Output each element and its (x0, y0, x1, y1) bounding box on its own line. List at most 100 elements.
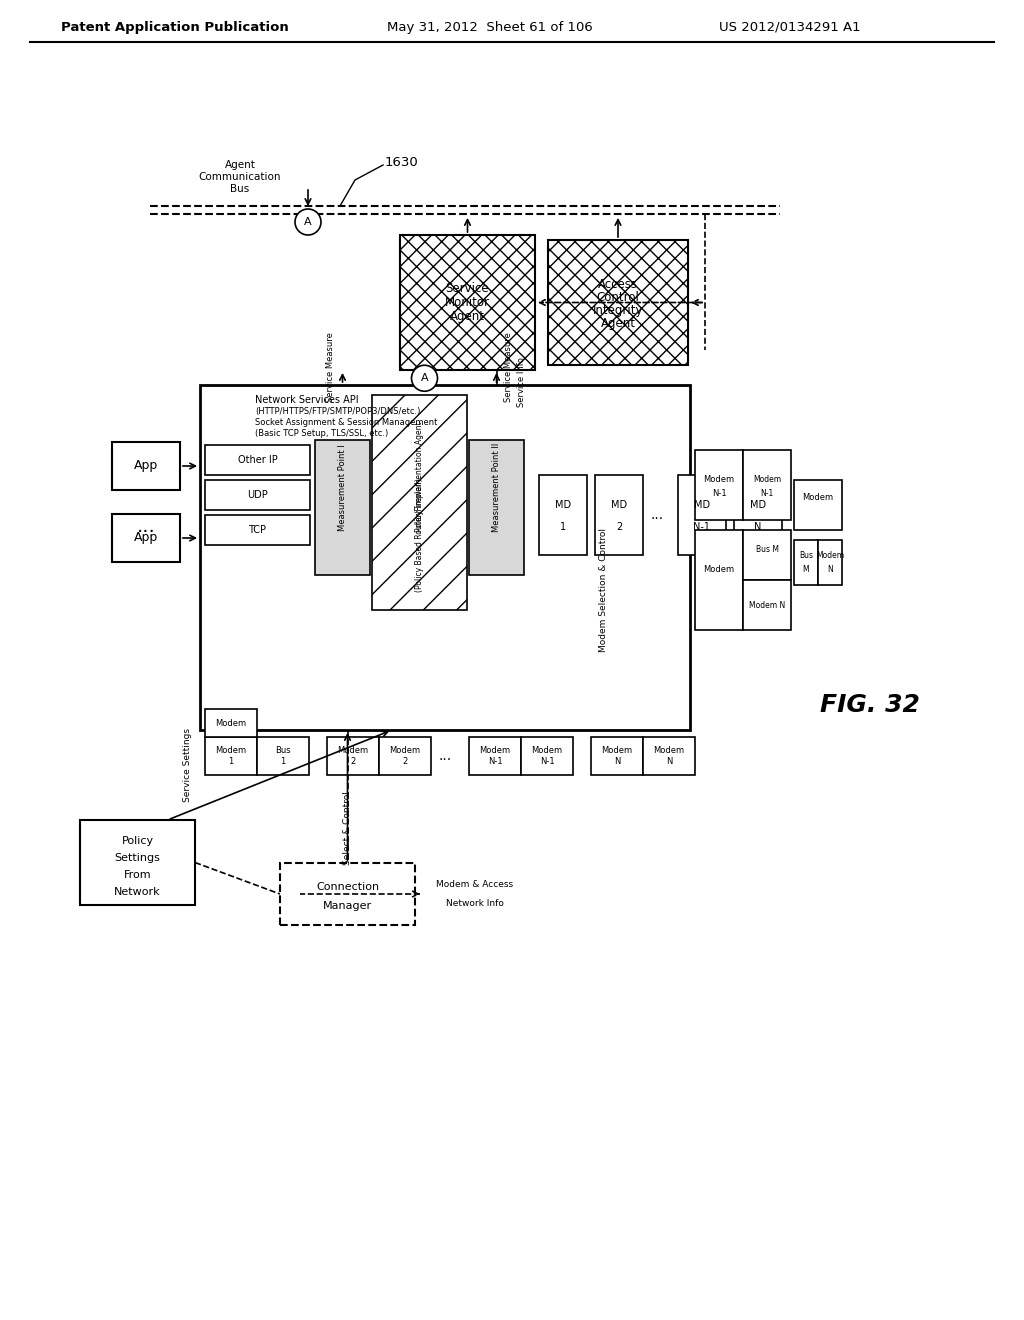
Bar (205, 737, 257, 775)
Bar (695, 531, 743, 630)
Text: Connection: Connection (316, 882, 379, 891)
Text: A: A (304, 216, 312, 227)
Text: MD: MD (611, 500, 627, 511)
Bar (743, 531, 791, 579)
Text: (Policy Based Router/Firewall): (Policy Based Router/Firewall) (415, 478, 424, 591)
Bar (280, 863, 415, 925)
Text: May 31, 2012  Sheet 61 of 106: May 31, 2012 Sheet 61 of 106 (387, 21, 593, 33)
Bar (743, 450, 791, 520)
Bar (469, 440, 524, 576)
Text: (Basic TCP Setup, TLS/SSL, etc.): (Basic TCP Setup, TLS/SSL, etc.) (255, 429, 388, 438)
Bar (539, 475, 587, 554)
Bar (743, 579, 791, 630)
Text: Modem: Modem (703, 565, 734, 574)
Text: Modem: Modem (479, 746, 511, 755)
Text: Modem: Modem (753, 475, 781, 484)
Bar (595, 475, 643, 554)
Text: Settings: Settings (115, 853, 161, 863)
Text: Measurement Point II: Measurement Point II (492, 442, 501, 532)
Text: FIG. 32: FIG. 32 (820, 693, 920, 717)
Text: App: App (134, 459, 158, 473)
Bar (591, 737, 643, 775)
Text: Policy Implementation Agent: Policy Implementation Agent (415, 421, 424, 532)
Text: Measurement Point I: Measurement Point I (338, 444, 347, 531)
Bar (734, 475, 782, 554)
Text: Service Measure: Service Measure (504, 333, 513, 403)
Text: Agent: Agent (224, 160, 255, 170)
Bar (818, 540, 842, 585)
Text: 1: 1 (281, 758, 286, 766)
Text: Agent: Agent (450, 310, 485, 323)
Bar (469, 737, 521, 775)
Text: Integrity: Integrity (593, 304, 643, 317)
Text: Modem: Modem (531, 746, 562, 755)
Text: Modem: Modem (215, 718, 247, 727)
Text: Bus: Bus (230, 183, 250, 194)
Bar (379, 737, 431, 775)
Text: 1: 1 (560, 521, 566, 532)
Text: N-1: N-1 (761, 488, 773, 498)
Text: (HTTP/HTTPS/FTP/SMTP/POP3/DNS/etc.): (HTTP/HTTPS/FTP/SMTP/POP3/DNS/etc.) (255, 407, 421, 416)
Text: App: App (134, 532, 158, 544)
Text: ...: ... (438, 748, 452, 763)
Text: 1630: 1630 (385, 156, 419, 169)
Bar (257, 737, 309, 775)
Text: TCP: TCP (249, 525, 266, 535)
Circle shape (412, 366, 437, 391)
Text: Communication: Communication (199, 172, 282, 182)
Text: Patent Application Publication: Patent Application Publication (61, 21, 289, 33)
Text: Modem Selection & Control: Modem Selection & Control (599, 528, 608, 652)
Text: Service Settings: Service Settings (183, 729, 193, 803)
Text: MD: MD (555, 500, 571, 511)
Text: M: M (803, 565, 809, 574)
Text: 1: 1 (228, 758, 233, 766)
Text: ...: ... (136, 516, 156, 536)
Text: MD: MD (694, 500, 710, 511)
Bar (372, 395, 467, 610)
Circle shape (295, 209, 321, 235)
Text: 2: 2 (402, 758, 408, 766)
Bar (695, 450, 743, 520)
Bar (643, 737, 695, 775)
Text: 2: 2 (350, 758, 355, 766)
Bar (205, 709, 257, 737)
Text: N-1: N-1 (712, 488, 726, 498)
Text: Service: Service (445, 282, 489, 294)
Text: Manager: Manager (323, 902, 372, 911)
Text: A: A (421, 374, 428, 383)
Text: Access: Access (598, 279, 638, 290)
Text: Service Info: Service Info (517, 358, 526, 408)
Bar (205, 480, 310, 510)
Bar (112, 513, 180, 562)
Text: Service Measure: Service Measure (326, 333, 335, 403)
Text: US 2012/0134291 A1: US 2012/0134291 A1 (719, 21, 861, 33)
Text: From: From (124, 870, 152, 880)
Text: Modem: Modem (703, 475, 734, 484)
Bar (80, 820, 195, 906)
Text: Network: Network (115, 887, 161, 898)
Text: 2: 2 (615, 521, 623, 532)
Text: Monitor: Monitor (445, 296, 490, 309)
Text: N: N (666, 758, 672, 766)
Text: Modem: Modem (601, 746, 633, 755)
Text: Modem N: Modem N (749, 601, 785, 610)
Text: Bus M: Bus M (756, 545, 778, 554)
Text: Modem: Modem (653, 746, 685, 755)
Text: Bus: Bus (799, 552, 813, 560)
Bar (315, 440, 370, 576)
Text: Policy: Policy (122, 837, 154, 846)
Bar (112, 442, 180, 490)
Bar (678, 475, 726, 554)
Text: Modem & Access: Modem & Access (436, 880, 514, 890)
Text: Modem: Modem (338, 746, 369, 755)
Text: Modem: Modem (215, 746, 247, 755)
Text: Modem: Modem (803, 492, 834, 502)
Bar (400, 235, 535, 370)
Text: N-1: N-1 (487, 758, 503, 766)
Bar (794, 540, 818, 585)
Text: Control: Control (597, 290, 639, 304)
Bar (548, 240, 688, 366)
Text: N: N (827, 565, 833, 574)
Text: MD: MD (750, 500, 766, 511)
Text: Select & Control: Select & Control (343, 791, 352, 865)
